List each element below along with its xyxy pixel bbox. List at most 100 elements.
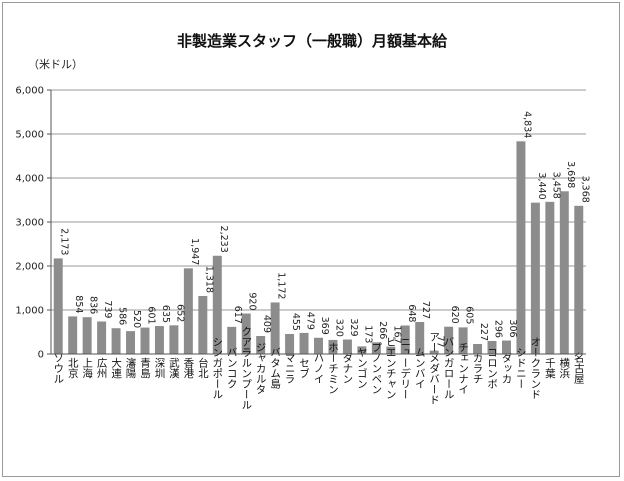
data-label: 520 bbox=[131, 310, 142, 328]
category-label: クアラルンプール bbox=[240, 326, 252, 410]
data-label: 227 bbox=[478, 323, 489, 341]
chart-title: 非製造業スタッフ（一般職）月額基本給 bbox=[176, 32, 447, 50]
category-label: 香港 bbox=[182, 358, 194, 379]
data-label: 601 bbox=[145, 306, 156, 324]
data-label: 167 bbox=[391, 326, 402, 344]
data-label: 605 bbox=[464, 306, 475, 324]
bar bbox=[473, 344, 483, 354]
category-label: ホーチミン bbox=[327, 342, 339, 395]
data-label: 2,173 bbox=[59, 228, 70, 255]
category-label: ヤンゴン bbox=[356, 347, 368, 389]
data-label: 3,368 bbox=[579, 176, 590, 203]
y-tick-label: 5,000 bbox=[15, 130, 44, 141]
bar bbox=[198, 296, 208, 354]
bar bbox=[371, 342, 381, 354]
bar bbox=[487, 340, 497, 354]
category-label: バンガロール bbox=[443, 337, 455, 400]
bar bbox=[140, 327, 150, 354]
category-label: 瀋陽 bbox=[125, 357, 137, 380]
data-label: 306 bbox=[507, 319, 518, 337]
category-label: 台北 bbox=[197, 357, 209, 379]
bar bbox=[530, 202, 540, 354]
data-label: 1,947 bbox=[189, 238, 200, 265]
category-label: 広州 bbox=[96, 357, 108, 379]
data-label: 635 bbox=[160, 305, 171, 323]
data-label: 1,172 bbox=[276, 272, 287, 299]
data-label: 2,233 bbox=[218, 226, 229, 253]
bar bbox=[299, 332, 309, 354]
category-label: ジャカルタ bbox=[255, 342, 267, 395]
y-tick-label: 4,000 bbox=[15, 174, 44, 185]
data-label: 1,318 bbox=[203, 266, 214, 293]
bar bbox=[212, 255, 222, 354]
bar bbox=[400, 325, 410, 354]
y-tick-label: 3,000 bbox=[15, 218, 44, 229]
category-label: 横浜 bbox=[558, 357, 570, 380]
bar bbox=[516, 141, 526, 354]
category-label: マニラ bbox=[284, 352, 296, 384]
category-label: オークランド bbox=[529, 337, 541, 400]
category-label: セブ bbox=[298, 358, 310, 379]
bar bbox=[357, 346, 367, 354]
bar bbox=[415, 322, 425, 354]
y-axis-unit-label: （米ドル） bbox=[28, 58, 83, 71]
category-label: 上海 bbox=[81, 358, 93, 380]
data-label: 3,458 bbox=[550, 172, 561, 199]
y-tick-label: 1,000 bbox=[15, 306, 44, 317]
bar bbox=[227, 326, 237, 354]
data-label: 266 bbox=[377, 321, 388, 339]
y-tick-label: 6,000 bbox=[15, 86, 44, 97]
data-label: 77 bbox=[435, 336, 446, 348]
bar bbox=[97, 321, 107, 354]
category-label: プノンペン bbox=[370, 342, 382, 395]
bar bbox=[241, 313, 251, 354]
bar bbox=[342, 339, 352, 354]
category-label: ハノイ bbox=[313, 352, 325, 384]
category-label: ビエンチャン bbox=[385, 337, 397, 400]
data-label: 739 bbox=[102, 300, 113, 318]
data-label: 617 bbox=[232, 306, 243, 324]
data-label: 4,834 bbox=[521, 111, 532, 138]
bar bbox=[270, 302, 280, 354]
data-label: 3,440 bbox=[536, 172, 547, 199]
data-label: 727 bbox=[420, 301, 431, 319]
data-label: 296 bbox=[493, 320, 504, 338]
category-label: バンコク bbox=[226, 347, 238, 389]
bar bbox=[183, 268, 193, 354]
data-label: 620 bbox=[449, 306, 460, 324]
bar bbox=[285, 333, 295, 354]
category-label: シンガポール bbox=[211, 337, 223, 400]
bar bbox=[53, 258, 63, 354]
data-label: 173 bbox=[362, 325, 373, 343]
category-label: コロンボ bbox=[486, 347, 498, 389]
bar bbox=[82, 317, 92, 354]
data-label: 329 bbox=[348, 318, 359, 336]
data-label: 409 bbox=[261, 315, 272, 333]
y-tick-label: 0 bbox=[38, 350, 44, 361]
bar bbox=[574, 205, 584, 354]
y-axis-ticks: 0 1,000 2,000 3,000 4,000 5,000 6,000 bbox=[15, 86, 51, 361]
y-tick-label: 2,000 bbox=[15, 262, 44, 273]
category-label: ソウル bbox=[52, 352, 64, 384]
data-label: 920 bbox=[247, 292, 258, 310]
category-label: ムンバイ bbox=[414, 347, 426, 389]
category-label: 青島 bbox=[139, 357, 151, 380]
bar bbox=[458, 327, 468, 354]
bar bbox=[68, 316, 78, 354]
data-label: 3,698 bbox=[565, 161, 576, 188]
bar bbox=[429, 350, 439, 354]
data-label: 836 bbox=[88, 296, 99, 314]
bar bbox=[559, 191, 569, 354]
category-label: ダナン bbox=[341, 352, 353, 384]
bar bbox=[386, 346, 396, 354]
data-label: 648 bbox=[406, 304, 417, 322]
category-label: シドニー bbox=[515, 347, 527, 389]
bar bbox=[256, 336, 266, 354]
bars bbox=[53, 141, 584, 354]
bar bbox=[126, 331, 136, 354]
data-label: 320 bbox=[333, 319, 344, 337]
category-label: アーメダバード bbox=[428, 331, 440, 405]
category-label: バタム島 bbox=[269, 347, 281, 390]
